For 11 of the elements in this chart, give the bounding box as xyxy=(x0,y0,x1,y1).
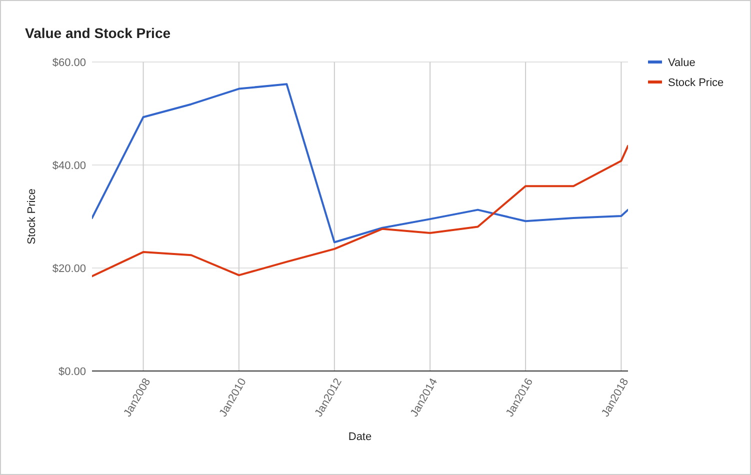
line-series xyxy=(92,144,628,278)
x-axis-title: Date xyxy=(348,431,372,443)
y-axis-title: Stock Price xyxy=(26,188,38,244)
chart-title: Value and Stock Price xyxy=(25,25,171,41)
y-tick-label: $0.00 xyxy=(58,366,86,378)
y-tick-label: $20.00 xyxy=(52,262,86,275)
y-tick-label: $60.00 xyxy=(52,56,86,69)
legend-label: Value xyxy=(668,56,696,69)
legend-label: Stock Price xyxy=(668,76,724,89)
line-series xyxy=(92,83,628,244)
y-tick-label: $40.00 xyxy=(52,160,86,172)
